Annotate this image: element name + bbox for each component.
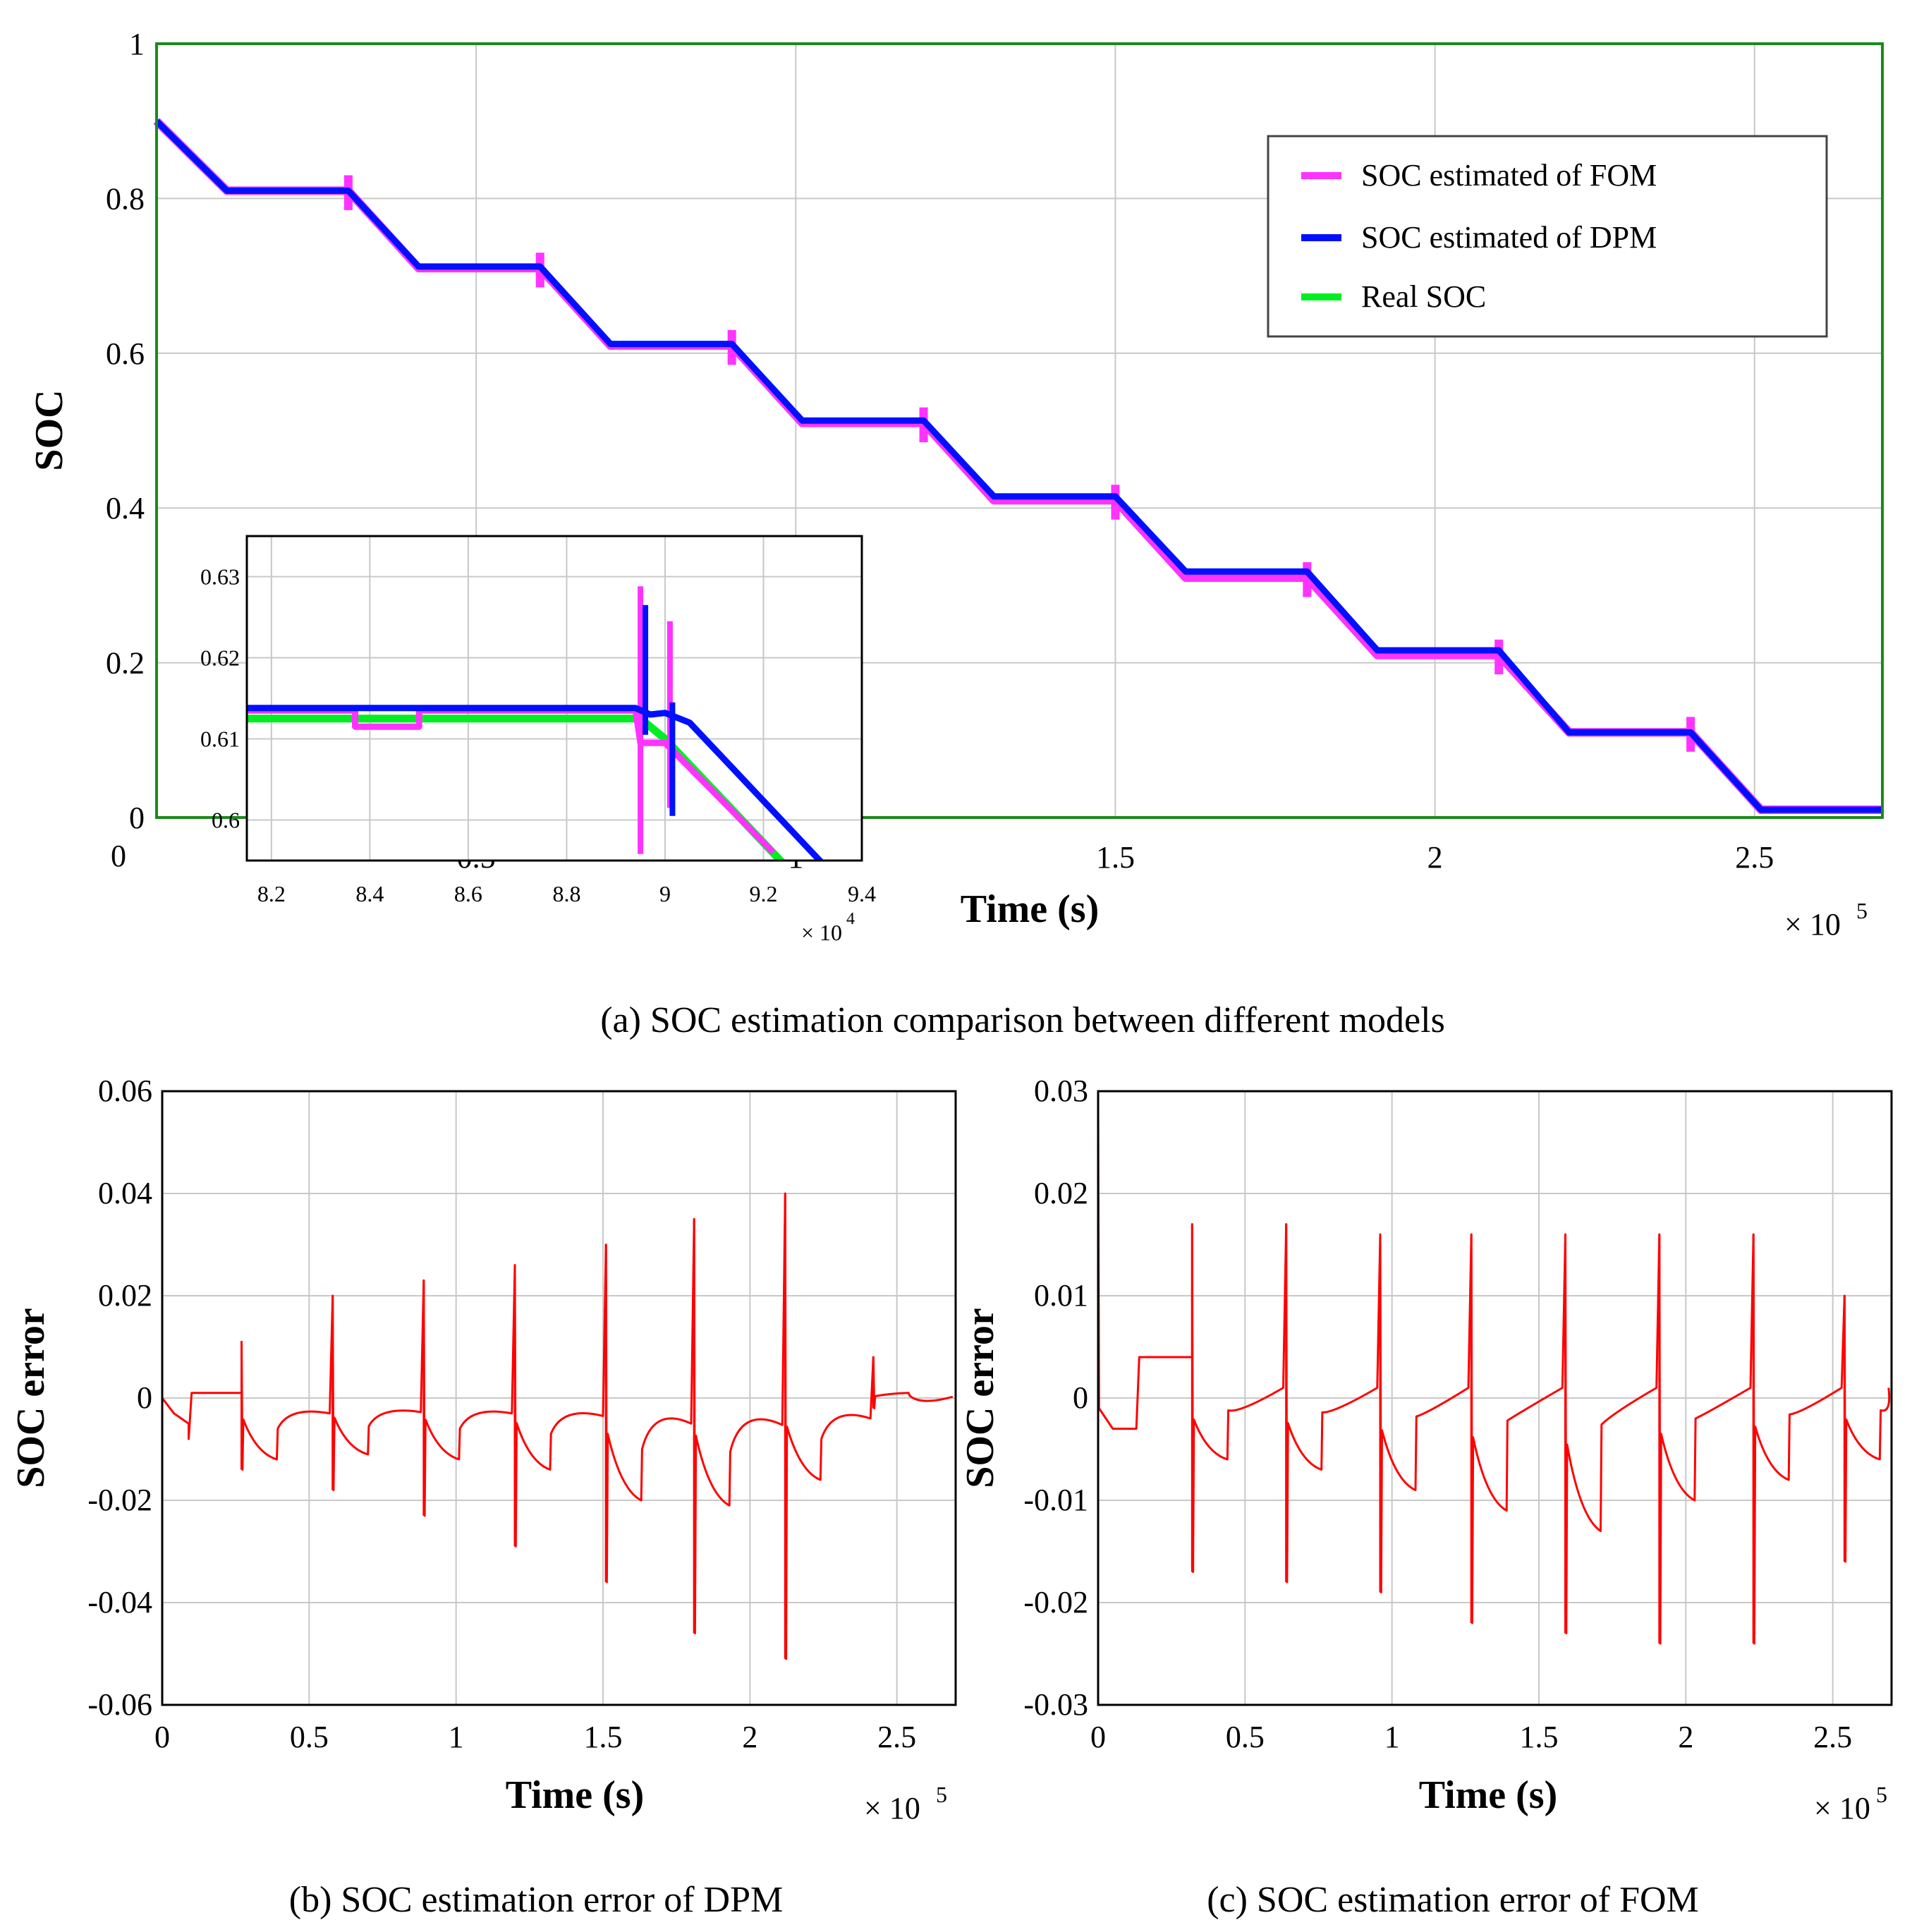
panel-a-x-exponent: 5 xyxy=(1856,898,1868,923)
inset-xtick-label: 8.6 xyxy=(454,881,482,906)
panel-a-ytick-label: 1 xyxy=(129,27,145,61)
panel-c-ytick-label: 0.03 xyxy=(1034,1074,1088,1108)
panel-a-chart: 0.511.522.500.20.40.60.81 SOC Time (s) ×… xyxy=(28,27,1884,1040)
legend-label-real: Real SOC xyxy=(1361,279,1486,314)
panel-b-series xyxy=(161,1192,954,1660)
panel-b-x-multiplier: × 10 xyxy=(864,1791,920,1825)
inset-xtick-label: 8.8 xyxy=(552,881,580,906)
panel-a-legend: SOC estimated of FOM SOC estimated of DP… xyxy=(1267,135,1828,338)
panel-b-frame xyxy=(161,1090,957,1706)
panel-a-ytick-label: 0.4 xyxy=(106,491,145,525)
panel-a-xtick-label: 1.5 xyxy=(1096,840,1135,875)
panel-b-ytick-label: -0.02 xyxy=(87,1483,152,1517)
panel-c-grid xyxy=(1098,1091,1892,1705)
panel-c-x-exponent: 5 xyxy=(1876,1782,1887,1807)
panel-b-ytick-label: 0.02 xyxy=(98,1278,152,1313)
panel-c-ytick-label: -0.02 xyxy=(1023,1585,1088,1620)
inset-xtick-label: 8.2 xyxy=(257,881,286,906)
panel-b-xtick-label: 1.5 xyxy=(584,1720,623,1754)
panel-b-ylabel: SOC error xyxy=(9,1308,53,1488)
panel-c-frame xyxy=(1097,1090,1893,1706)
inset-x-exponent: 4 xyxy=(846,910,855,928)
panel-b-xlabel: Time (s) xyxy=(506,1773,645,1817)
legend-box xyxy=(1267,135,1828,338)
panel-c-xtick-label: 1.5 xyxy=(1520,1720,1559,1754)
panel-c-xtick-label: 1 xyxy=(1384,1720,1400,1754)
panel-b-ytick-label: -0.04 xyxy=(87,1585,152,1620)
inset-series-group xyxy=(247,586,824,861)
panel-c-ytick-label: 0.02 xyxy=(1034,1176,1088,1210)
panel-a-xtick-label: 2 xyxy=(1427,840,1443,875)
panel-a-inset: 8.2 8.4 8.6 8.8 9 9.2 9.40.60.610.620.63 × 10 … xyxy=(200,535,876,945)
panel-c-ytick-label: -0.01 xyxy=(1023,1483,1088,1517)
panel-c-ytick-label: 0.01 xyxy=(1034,1278,1088,1313)
panel-a-ylabel: SOC xyxy=(28,389,71,470)
inset-xtick-label: 9.4 xyxy=(848,881,876,906)
inset-xtick-label: 8.4 xyxy=(355,881,384,906)
panel-a-xtick-label: 2.5 xyxy=(1735,840,1774,875)
inset-ticks: 8.2 8.4 8.6 8.8 9 9.2 9.4 0.6 0.61 0.62 0.63 xyxy=(200,564,876,907)
panel-b-error-line xyxy=(161,1192,954,1660)
panel-b-ticks: 0 0.5 1 1.5 2 2.5 -0.06 -0.04 -0.02 0 0.02 0.04 0.06 xyxy=(87,1074,916,1754)
panel-b-xtick-label: 1 xyxy=(449,1720,464,1754)
panel-c-chart: 0 0.5 1 1.5 2 2.5 -0.03 -0.02 -0.01 0 0.01 0.02 0.03… xyxy=(958,1074,1893,1920)
panel-c-caption: (c) SOC estimation error of FOM xyxy=(1207,1880,1699,1920)
inset-xtick-label: 9.2 xyxy=(749,881,777,906)
panel-c-ytick-label: -0.03 xyxy=(1023,1687,1088,1722)
panel-c-error-line xyxy=(1097,1110,1891,1645)
panel-a-ytick-label: 0.6 xyxy=(106,336,145,371)
panel-c-xlabel: Time (s) xyxy=(1419,1773,1558,1817)
inset-series-dpm xyxy=(247,705,824,861)
panel-c-xtick-label: 0.5 xyxy=(1226,1720,1265,1754)
panel-c-xtick-label: 0 xyxy=(1090,1720,1106,1754)
inset-xtick-label: 9 xyxy=(659,881,671,906)
inset-ytick-label: 0.61 xyxy=(200,727,240,752)
inset-frame xyxy=(245,535,863,862)
panel-b-caption: (b) SOC estimation error of DPM xyxy=(289,1880,783,1920)
inset-ytick-label: 0.63 xyxy=(200,564,240,590)
panel-a-x-multiplier: × 10 xyxy=(1784,907,1841,942)
panel-a-ytick-label: 0.8 xyxy=(106,181,145,216)
inset-plot-area xyxy=(247,536,862,861)
panel-b-x-exponent: 5 xyxy=(936,1782,947,1807)
panel-b-ytick-label: 0.06 xyxy=(98,1074,152,1108)
panel-c-ylabel: SOC error xyxy=(958,1308,1002,1488)
panel-b-ytick-label: -0.06 xyxy=(87,1687,152,1722)
series-dpm-soc xyxy=(154,119,1882,813)
panel-b-ytick-label: 0 xyxy=(137,1380,152,1415)
panel-a-ytick-label: 0 xyxy=(129,801,145,835)
panel-a-series xyxy=(153,118,1882,814)
panel-b-chart: 0 0.5 1 1.5 2 2.5 -0.06 -0.04 -0.02 0 0.02 0.04 0.06… xyxy=(9,1074,957,1920)
panel-b-xtick-label: 0 xyxy=(154,1720,170,1754)
panel-b-xtick-label: 2 xyxy=(742,1720,757,1754)
inset-grid xyxy=(247,536,862,861)
panel-a-xlabel: Time (s) xyxy=(961,887,1100,931)
panel-c-ticks: 0 0.5 1 1.5 2 2.5 -0.03 -0.02 -0.01 0 0.01 0.02 0.03 xyxy=(1023,1074,1852,1754)
inset-ytick-label: 0.6 xyxy=(212,808,240,833)
panel-a-x-origin-label: 0 xyxy=(111,839,126,873)
inset-x-multiplier: × 10 xyxy=(801,920,842,945)
inset-series xyxy=(247,586,824,861)
panel-c-xtick-label: 2.5 xyxy=(1813,1720,1852,1754)
panel-a-frame xyxy=(155,42,1884,819)
panel-c-ytick-label: 0 xyxy=(1073,1380,1088,1415)
inset-ytick-label: 0.62 xyxy=(200,645,240,671)
legend-label-dpm: SOC estimated of DPM xyxy=(1361,220,1657,255)
panel-b-xtick-label: 2.5 xyxy=(877,1720,916,1754)
panel-b-ytick-label: 0.04 xyxy=(98,1176,152,1210)
panel-c-xtick-label: 2 xyxy=(1678,1720,1693,1754)
panel-c-series xyxy=(1097,1110,1891,1645)
legend-label-fom: SOC estimated of FOM xyxy=(1361,158,1657,193)
panel-b-xtick-label: 0.5 xyxy=(290,1720,329,1754)
panel-c-x-multiplier: × 10 xyxy=(1814,1791,1870,1825)
panel-a-ytick-label: 0.2 xyxy=(106,646,145,681)
panel-a-caption: (a) SOC estimation comparison between di… xyxy=(600,1000,1445,1040)
panel-b-grid xyxy=(162,1091,956,1705)
